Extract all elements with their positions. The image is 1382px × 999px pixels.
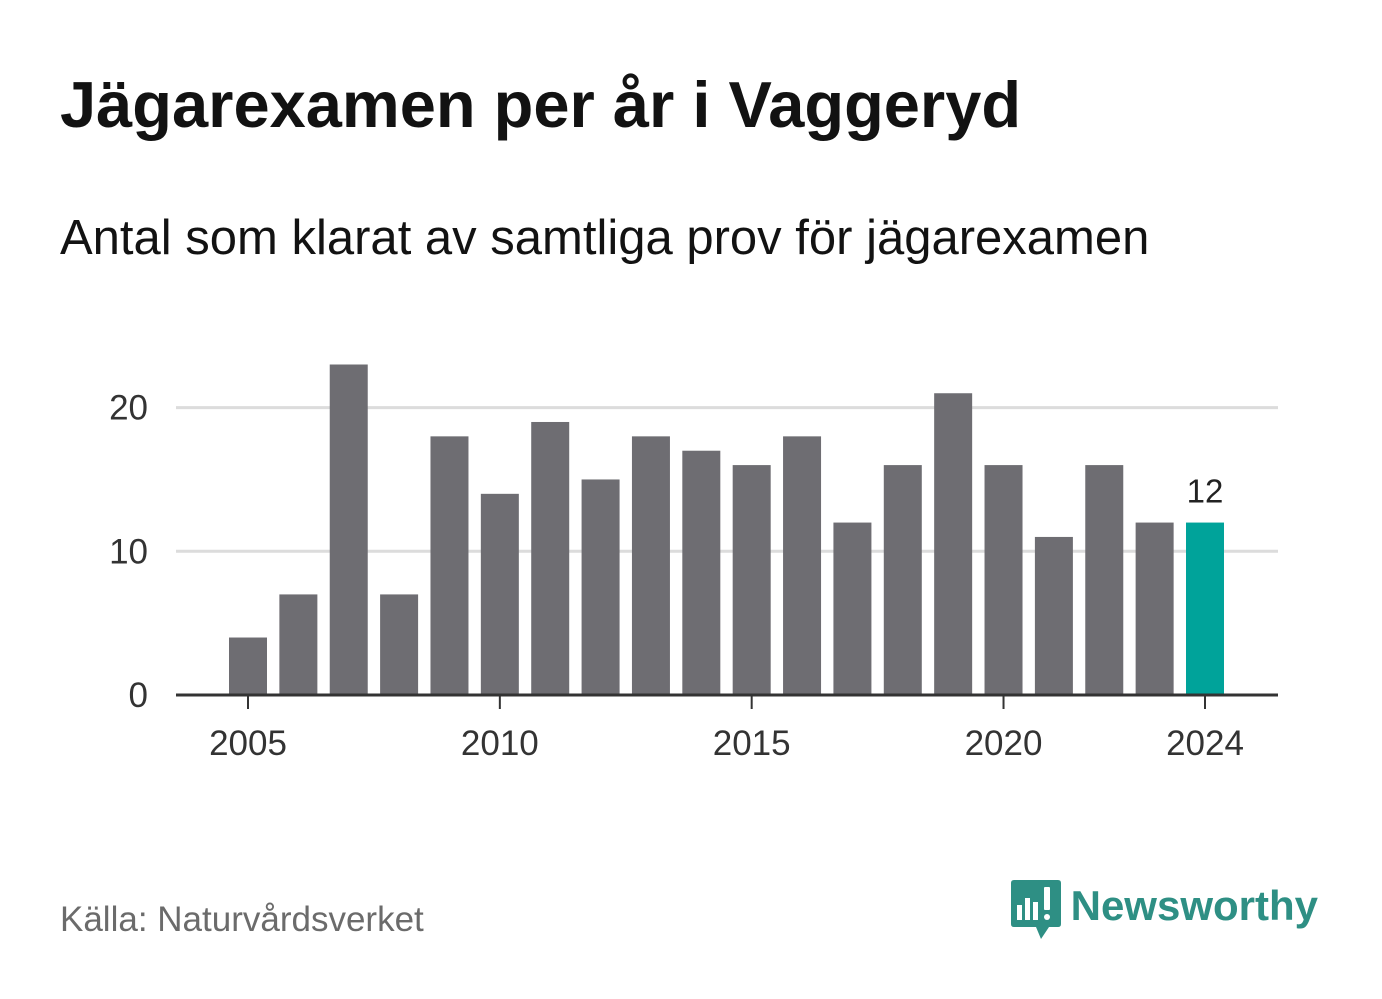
y-tick-label-0: 0 (129, 676, 148, 715)
bar-2023 (1135, 522, 1174, 695)
bar-series (229, 364, 1224, 695)
bar-2019 (934, 393, 973, 695)
data-label-2024: 12 (1187, 473, 1224, 510)
bar-2014 (682, 450, 721, 695)
newsworthy-logo-icon (1011, 880, 1061, 939)
bar-2008 (380, 594, 419, 695)
x-tick-label-2010: 2010 (461, 724, 539, 763)
x-axis: 2005 2010 2015 2020 2024 (176, 693, 1278, 763)
bar-2006 (279, 594, 318, 695)
bar-2011 (531, 421, 570, 695)
x-tick-label-2005: 2005 (209, 724, 287, 763)
y-axis: 0 10 20 (109, 389, 148, 715)
plot-area: 2005 2010 2015 2020 2024 0 10 20 12 (109, 364, 1278, 763)
newsworthy-logo: Newsworthy (1011, 880, 1319, 939)
bar-2015 (732, 465, 771, 695)
bar-2007 (329, 364, 368, 695)
chart-title: Jägarexamen per år i Vaggeryd (60, 68, 1021, 141)
source-note: Källa: Naturvårdsverket (60, 900, 424, 939)
bar-2020 (984, 465, 1023, 695)
bar-2010 (480, 493, 519, 695)
bar-2022 (1085, 465, 1124, 695)
bar-2018 (883, 465, 922, 695)
bar-2016 (783, 436, 822, 695)
data-labels: 12 (1187, 473, 1224, 510)
bar-2005 (229, 637, 267, 695)
brand-name: Newsworthy (1071, 882, 1319, 929)
y-tick-label-20: 20 (109, 389, 148, 428)
bar-2012 (581, 479, 620, 695)
bar-2021 (1034, 536, 1073, 695)
bar-2017 (833, 522, 872, 695)
x-tick-label-2015: 2015 (713, 724, 791, 763)
chart-subtitle: Antal som klarat av samtliga prov för jä… (60, 211, 1149, 265)
bar-2013 (631, 436, 670, 695)
y-tick-label-10: 10 (109, 532, 148, 571)
bar-2024 (1186, 522, 1224, 695)
bar-2009 (430, 436, 469, 695)
x-tick-label-2020: 2020 (965, 724, 1043, 763)
x-tick-label-2024: 2024 (1166, 724, 1244, 763)
